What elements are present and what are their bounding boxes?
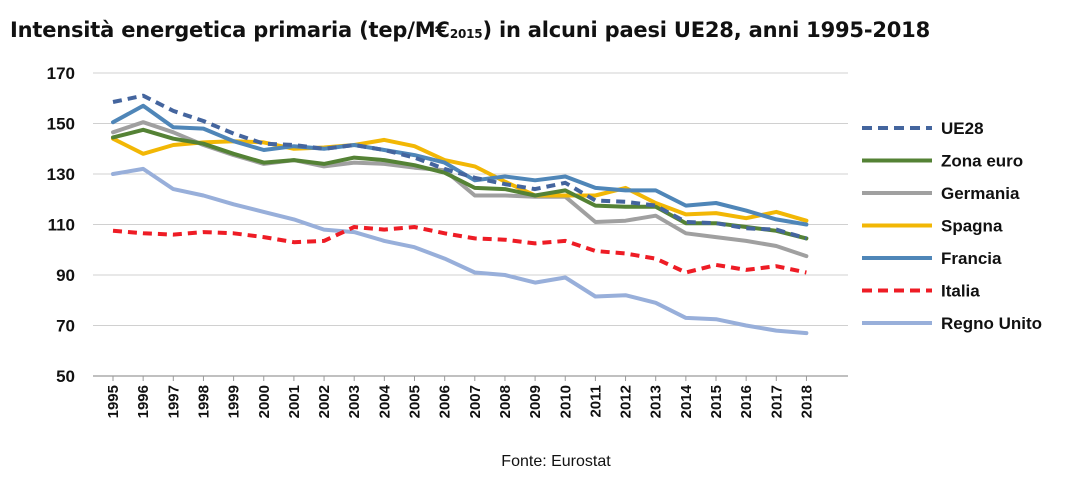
chart-title-subscript: 2015 xyxy=(449,27,483,41)
y-tick-label: 90 xyxy=(56,266,75,285)
x-tick-label: 1995 xyxy=(105,385,122,418)
y-tick-label: 70 xyxy=(56,317,75,336)
chart-title: Intensità energetica primaria (tep/M€201… xyxy=(10,18,930,42)
x-tick-label: 1996 xyxy=(135,385,152,418)
series-line-italia xyxy=(112,225,807,275)
x-tick-label: 2000 xyxy=(256,385,273,418)
legend: UE28 Zona euro Germania Spagna Francia Italia… xyxy=(862,119,1042,333)
x-tick-label: 2009 xyxy=(527,385,544,418)
y-axis-ticks: 50 70 90 110 130 150 170 xyxy=(47,64,75,386)
legend-label: Regno Unito xyxy=(941,314,1042,333)
x-tick-label: 2013 xyxy=(648,385,665,418)
series-line-ue28 xyxy=(112,93,807,241)
x-tick-label: 1997 xyxy=(165,385,182,418)
x-tick-label: 1999 xyxy=(226,385,243,418)
legend-label: Spagna xyxy=(941,217,1003,236)
x-tick-label: 2007 xyxy=(467,385,484,418)
x-tick-label: 2005 xyxy=(407,385,424,418)
y-tick-label: 150 xyxy=(47,115,75,134)
x-tick-label: 1998 xyxy=(195,385,212,418)
x-tick-label: 2018 xyxy=(798,385,815,418)
y-tick-label: 50 xyxy=(56,367,75,386)
x-tick-label: 2002 xyxy=(316,385,333,418)
x-tick-label: 2010 xyxy=(557,385,574,418)
x-tick-label: 2014 xyxy=(678,384,695,418)
gridlines xyxy=(93,72,848,377)
chart-title-rest: ) in alcuni paesi UE28, anni 1995-2018 xyxy=(482,18,930,42)
x-tick-label: 2015 xyxy=(708,385,725,418)
legend-label: Francia xyxy=(941,249,1002,268)
x-tick-label: 2017 xyxy=(768,385,785,418)
x-tick-label: 2011 xyxy=(587,385,604,418)
y-tick-label: 130 xyxy=(47,165,75,184)
x-tick-label: 2003 xyxy=(346,385,363,418)
source-text: Fonte: Eurostat xyxy=(501,453,611,470)
series-line-regno-unito xyxy=(111,166,809,336)
legend-label: Germania xyxy=(941,184,1020,203)
legend-label: UE28 xyxy=(941,119,984,138)
series-line-spagna xyxy=(111,136,809,223)
y-tick-label: 110 xyxy=(48,216,75,235)
x-tick-label: 2008 xyxy=(497,385,514,418)
chart-title-main: Intensità energetica primaria (tep/M€ xyxy=(10,18,450,42)
series-lines xyxy=(111,93,809,336)
source-note: Fonte: Eurostat xyxy=(0,453,1080,471)
legend-label: Italia xyxy=(941,282,980,301)
legend-label: Zona euro xyxy=(941,152,1023,171)
x-tick-label: 2016 xyxy=(738,385,755,418)
y-tick-label: 170 xyxy=(47,64,75,83)
x-tick-label: 2006 xyxy=(437,385,454,418)
x-tick-label: 2001 xyxy=(286,385,303,418)
x-tick-label: 2004 xyxy=(376,384,393,418)
x-axis-ticks: 1995 1996 1997 1998 1999 2000 2001 2002 2003 2004… xyxy=(105,376,815,418)
x-tick-label: 2012 xyxy=(618,385,635,418)
